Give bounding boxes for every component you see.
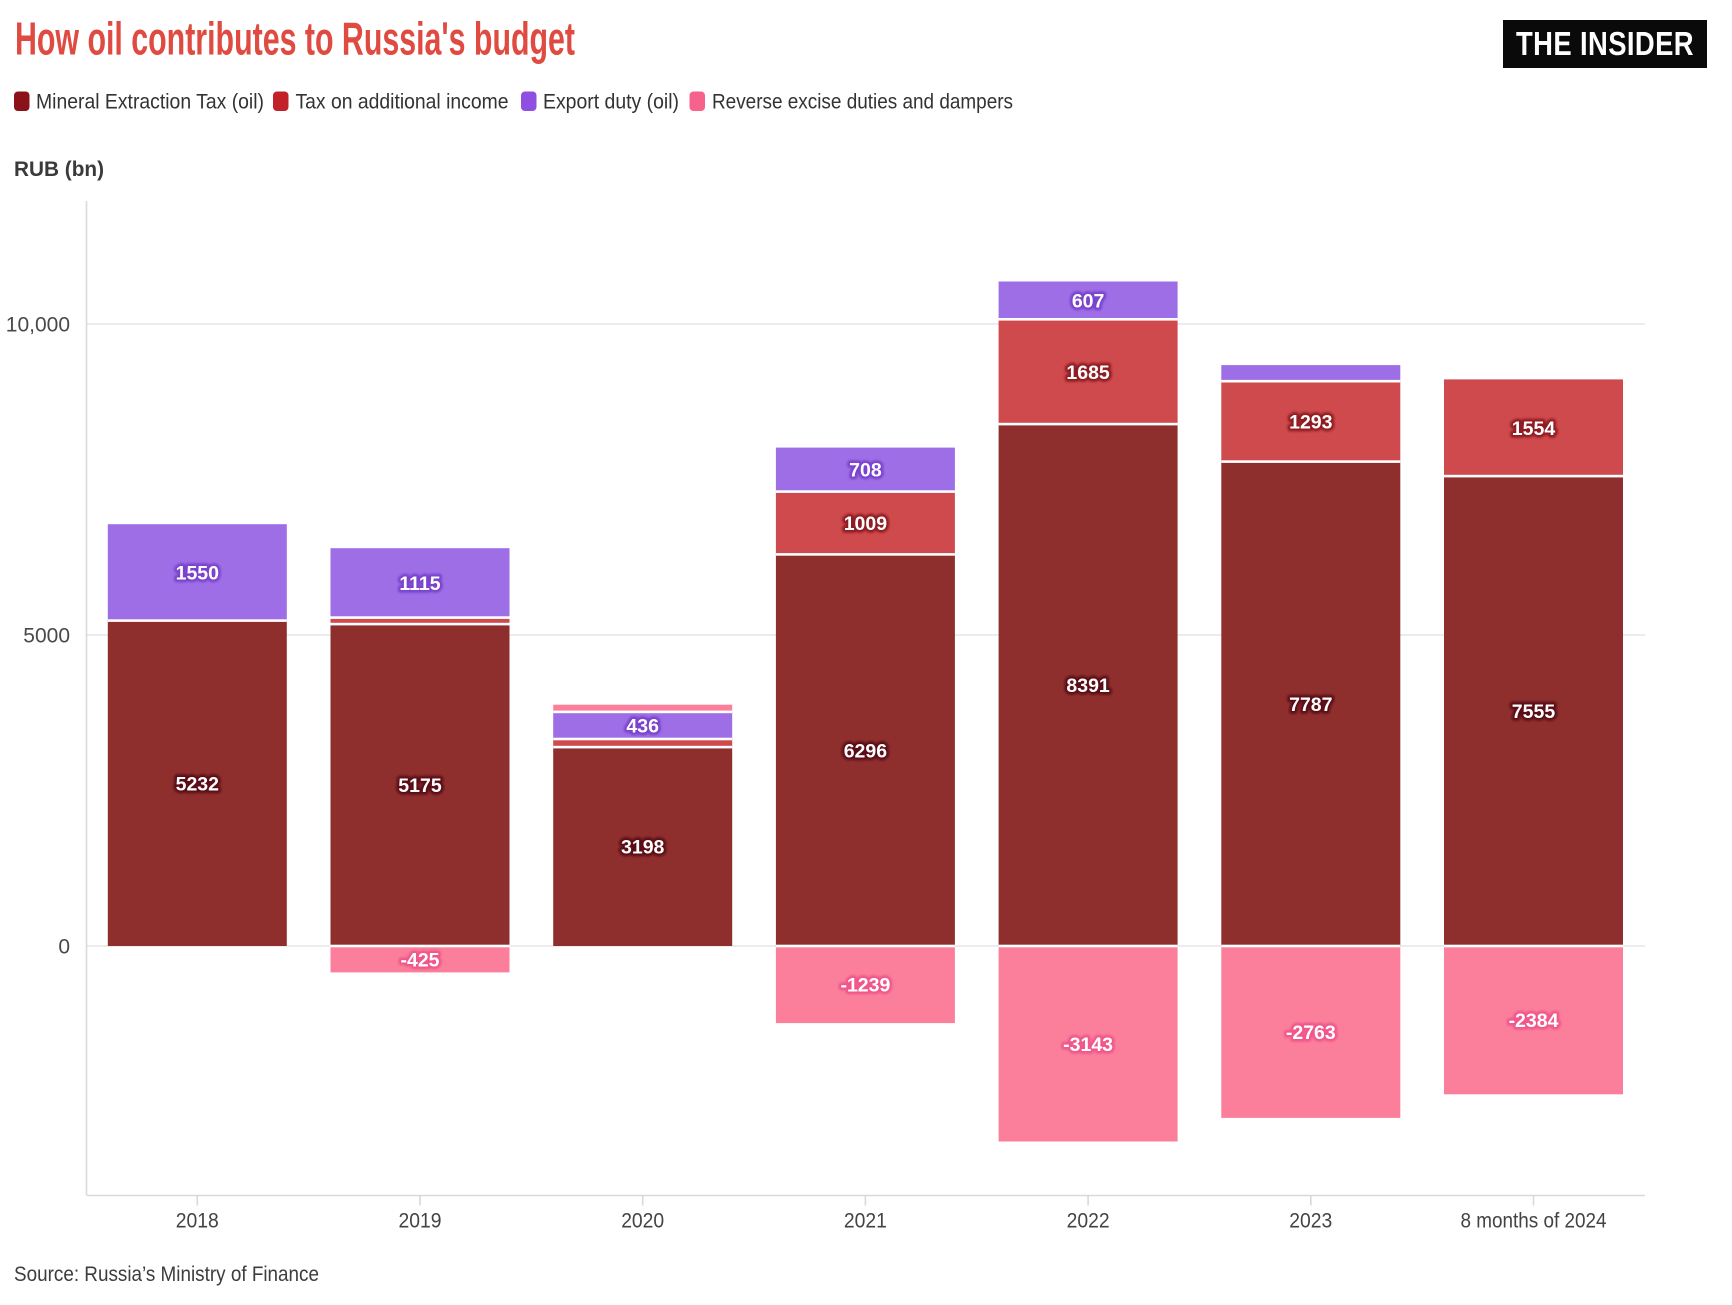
svg-text:1685: 1685 (1066, 362, 1110, 384)
svg-text:3198: 3198 (621, 837, 665, 859)
svg-text:1293: 1293 (1289, 412, 1333, 434)
svg-text:607: 607 (1072, 291, 1105, 313)
svg-text:7555: 7555 (1512, 701, 1556, 723)
svg-text:7555: 7555 (1512, 701, 1556, 723)
svg-text:8391: 8391 (1066, 675, 1110, 697)
svg-text:1293: 1293 (1289, 412, 1333, 434)
svg-text:10,000: 10,000 (6, 314, 70, 337)
svg-text:1554: 1554 (1512, 418, 1556, 440)
svg-text:Tax on additional income: Tax on additional income (296, 91, 509, 114)
svg-text:Mineral Extraction Tax (oil): Mineral Extraction Tax (oil) (36, 91, 264, 114)
svg-text:1115: 1115 (399, 573, 440, 595)
svg-text:5232: 5232 (176, 773, 220, 795)
svg-text:-1239: -1239 (840, 975, 890, 997)
svg-text:RUB (bn): RUB (bn) (14, 158, 104, 181)
svg-text:436: 436 (626, 716, 659, 738)
svg-text:1554: 1554 (1512, 418, 1556, 440)
svg-text:-3143: -3143 (1063, 1034, 1113, 1056)
svg-text:-2384: -2384 (1509, 1010, 1559, 1032)
svg-text:How oil contributes to Russia': How oil contributes to Russia's budget (15, 13, 575, 65)
svg-text:2019: 2019 (399, 1209, 442, 1233)
svg-text:708: 708 (849, 460, 882, 482)
svg-text:8391: 8391 (1066, 675, 1110, 697)
svg-text:-2763: -2763 (1286, 1022, 1336, 1044)
svg-text:8 months of 2024: 8 months of 2024 (1461, 1209, 1607, 1233)
svg-text:1115: 1115 (399, 573, 440, 595)
svg-text:607: 607 (1072, 291, 1105, 313)
svg-text:0: 0 (58, 936, 70, 959)
svg-text:5232: 5232 (176, 773, 220, 795)
svg-text:3198: 3198 (621, 837, 665, 859)
svg-text:1009: 1009 (844, 513, 888, 535)
svg-text:-1239: -1239 (840, 975, 890, 997)
svg-text:1550: 1550 (176, 563, 220, 585)
svg-text:2020: 2020 (621, 1209, 664, 1233)
svg-text:5175: 5175 (398, 775, 442, 797)
svg-text:-3143: -3143 (1063, 1034, 1113, 1056)
svg-text:5000: 5000 (23, 625, 70, 648)
svg-text:1685: 1685 (1066, 362, 1110, 384)
svg-text:6296: 6296 (844, 740, 888, 762)
svg-text:708: 708 (849, 460, 882, 482)
svg-text:-425: -425 (400, 949, 439, 971)
svg-text:2018: 2018 (176, 1209, 219, 1233)
svg-text:Source: Russia’s Ministry of F: Source: Russia’s Ministry of Finance (14, 1262, 319, 1286)
svg-text:1009: 1009 (844, 513, 888, 535)
svg-text:THE INSIDER: THE INSIDER (1516, 26, 1694, 63)
svg-text:2022: 2022 (1067, 1209, 1110, 1233)
svg-text:-2384: -2384 (1509, 1010, 1559, 1032)
svg-text:436: 436 (626, 716, 659, 738)
svg-text:7787: 7787 (1289, 694, 1332, 716)
svg-text:-425: -425 (400, 949, 439, 971)
svg-text:Reverse excise duties and damp: Reverse excise duties and dampers (712, 91, 1013, 114)
svg-text:7787: 7787 (1289, 694, 1332, 716)
svg-text:2023: 2023 (1289, 1209, 1332, 1233)
svg-text:Export duty (oil): Export duty (oil) (543, 91, 679, 114)
svg-text:6296: 6296 (844, 740, 888, 762)
svg-text:1550: 1550 (176, 563, 220, 585)
svg-text:-2763: -2763 (1286, 1022, 1336, 1044)
svg-text:5175: 5175 (398, 775, 442, 797)
svg-text:2021: 2021 (844, 1209, 887, 1233)
